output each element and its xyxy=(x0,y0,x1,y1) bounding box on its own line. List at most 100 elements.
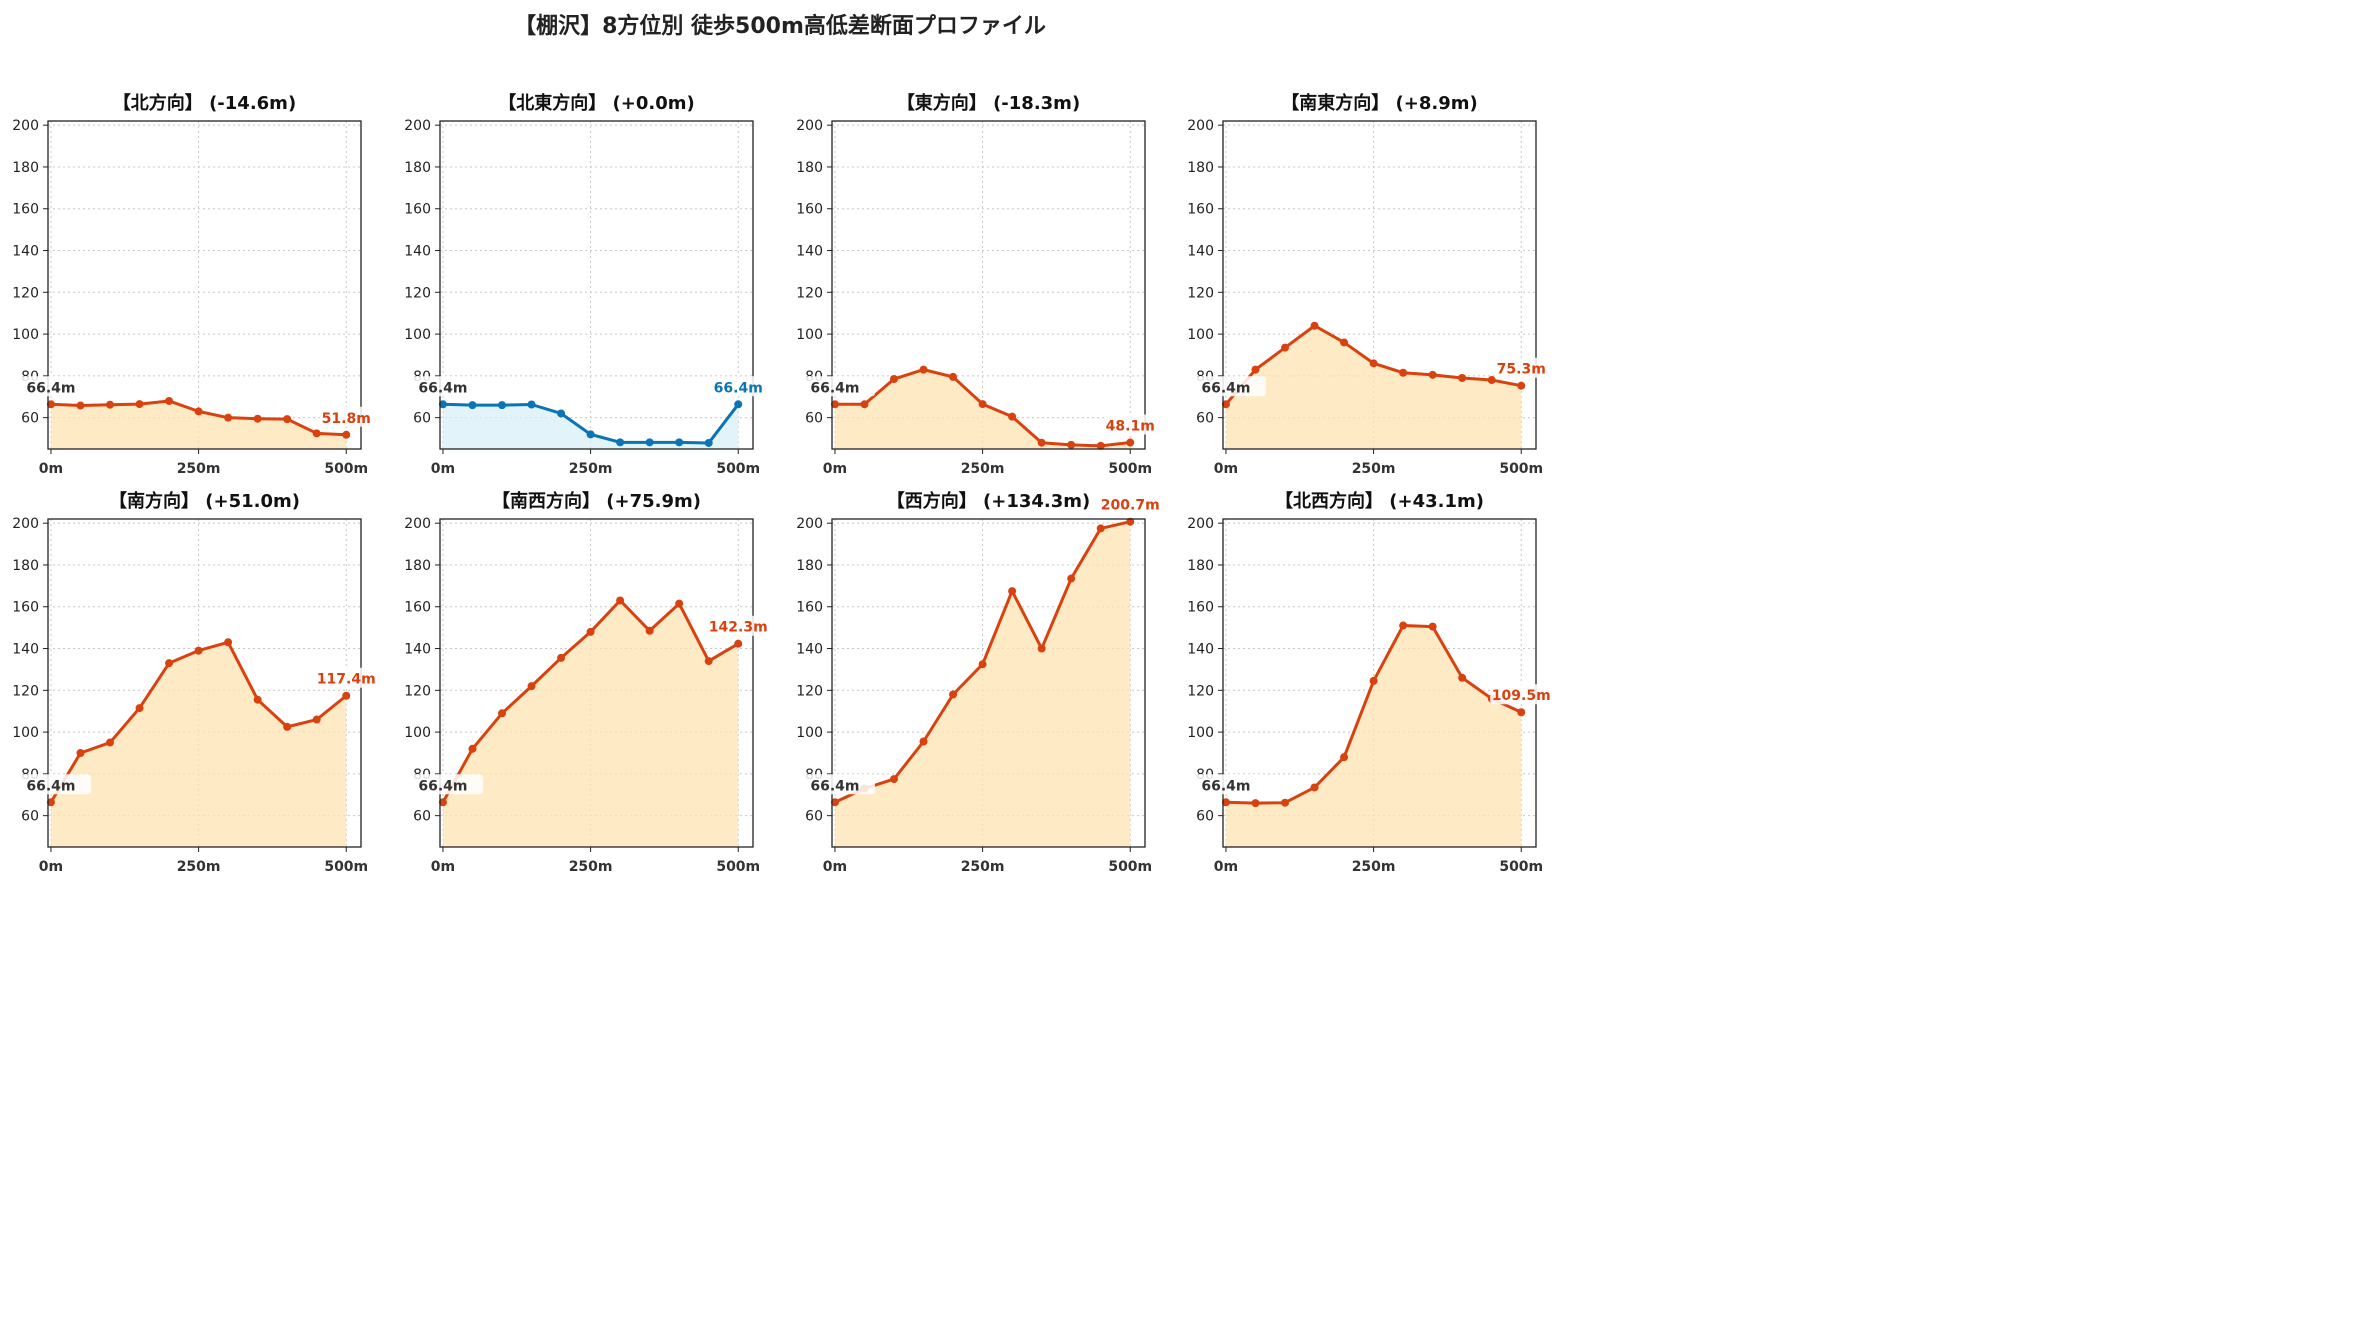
data-point xyxy=(1281,798,1290,807)
x-tick-label: 250m xyxy=(177,859,221,875)
y-tick-label: 140 xyxy=(1187,244,1214,260)
data-point xyxy=(1399,368,1408,377)
x-tick-label: 250m xyxy=(1352,859,1396,875)
end-label-bg xyxy=(1490,684,1553,705)
x-tick-label: 250m xyxy=(569,859,613,875)
x-tick-label: 0m xyxy=(823,461,847,477)
end-label-bg xyxy=(1103,414,1157,435)
end-label: 51.8m xyxy=(322,411,371,427)
y-tick-label: 120 xyxy=(1187,285,1214,301)
data-point xyxy=(1369,359,1378,368)
panel-2: 60801001201401601802000m250m500m【北東方向】 (… xyxy=(402,92,765,477)
data-point xyxy=(675,599,684,608)
data-point xyxy=(949,690,958,699)
data-point xyxy=(616,596,625,605)
data-point xyxy=(1037,438,1046,447)
y-tick-label: 200 xyxy=(796,118,823,134)
data-point xyxy=(830,798,839,807)
start-label-bg xyxy=(10,376,91,397)
y-tick-label: 200 xyxy=(404,118,431,134)
y-tick-label: 100 xyxy=(1187,725,1214,741)
y-tick-label: 180 xyxy=(796,558,823,574)
start-label-bg xyxy=(794,376,875,397)
y-tick-label: 100 xyxy=(12,327,39,343)
data-point xyxy=(224,413,233,422)
data-point xyxy=(46,798,55,807)
data-point xyxy=(586,627,595,636)
data-point xyxy=(1487,376,1496,385)
figure-title: 【棚沢】8方位別 徒歩500m高低差断面プロファイル xyxy=(514,14,1046,39)
y-tick-label: 140 xyxy=(404,642,431,658)
area-fill xyxy=(834,521,1131,847)
panel-6: 60801001201401601802000m250m500m【南西方向】 (… xyxy=(402,490,770,875)
data-point xyxy=(1008,587,1017,596)
end-label: 48.1m xyxy=(1106,419,1155,435)
y-tick-label: 100 xyxy=(404,725,431,741)
y-tick-label: 100 xyxy=(1187,327,1214,343)
start-label-bg xyxy=(1185,774,1266,795)
data-point xyxy=(645,626,654,635)
data-point xyxy=(498,401,507,410)
x-tick-label: 500m xyxy=(324,859,368,875)
y-tick-label: 60 xyxy=(413,411,431,427)
y-tick-label: 200 xyxy=(1187,516,1214,532)
y-tick-label: 160 xyxy=(404,600,431,616)
start-label-bg xyxy=(402,376,483,397)
plot-frame xyxy=(439,120,754,450)
y-tick-label: 160 xyxy=(796,600,823,616)
data-point xyxy=(1221,400,1230,409)
end-label-bg xyxy=(707,615,770,636)
end-label-bg xyxy=(711,376,765,397)
panel-7: 60801001201401601802000m250m500m【西方向】 (+… xyxy=(794,490,1162,875)
panel-title: 【北西方向】 (+43.1m) xyxy=(1275,490,1484,512)
data-point xyxy=(1251,799,1260,808)
panel-8: 60801001201401601802000m250m500m【北西方向】 (… xyxy=(1185,490,1553,875)
data-point xyxy=(1428,370,1437,379)
data-point xyxy=(949,372,958,381)
y-tick-label: 60 xyxy=(1196,809,1214,825)
y-tick-label: 180 xyxy=(404,160,431,176)
area-fill xyxy=(50,400,347,449)
panel-title: 【西方向】 (+134.3m) xyxy=(887,490,1091,512)
end-label: 75.3m xyxy=(1497,362,1546,378)
data-point xyxy=(342,430,351,439)
y-tick-label: 100 xyxy=(796,725,823,741)
start-label: 66.4m xyxy=(418,778,467,794)
panel-5: 60801001201401601802000m250m500m【南方向】 (+… xyxy=(10,490,378,875)
x-tick-label: 500m xyxy=(1499,859,1543,875)
panel-title: 【北方向】 (-14.6m) xyxy=(113,92,296,114)
x-tick-label: 250m xyxy=(1352,461,1396,477)
end-label-bg xyxy=(319,406,373,427)
data-point xyxy=(312,429,321,438)
data-point xyxy=(106,400,115,409)
data-point xyxy=(468,401,477,410)
y-tick-label: 140 xyxy=(796,244,823,260)
data-point xyxy=(135,400,144,409)
data-point xyxy=(830,400,839,409)
data-point xyxy=(1067,440,1076,449)
data-point xyxy=(1008,412,1017,421)
end-label-bg xyxy=(1494,357,1548,378)
data-point xyxy=(135,704,144,713)
area-fill xyxy=(442,404,739,449)
data-point xyxy=(76,748,85,757)
data-point xyxy=(1458,373,1467,382)
end-label: 142.3m xyxy=(709,620,768,636)
x-tick-label: 500m xyxy=(716,461,760,477)
data-point xyxy=(919,737,928,746)
y-tick-label: 60 xyxy=(413,809,431,825)
panel-title: 【南東方向】 (+8.9m) xyxy=(1281,92,1477,114)
data-point xyxy=(1251,365,1260,374)
data-point xyxy=(978,400,987,409)
data-point xyxy=(76,401,85,410)
y-tick-label: 100 xyxy=(12,725,39,741)
data-point xyxy=(1458,673,1467,682)
start-label: 66.4m xyxy=(26,380,75,396)
data-point xyxy=(1310,321,1319,330)
data-point xyxy=(253,414,262,423)
y-tick-label: 60 xyxy=(21,411,39,427)
y-tick-label: 200 xyxy=(12,118,39,134)
data-point xyxy=(586,430,595,439)
data-point xyxy=(46,400,55,409)
data-point xyxy=(557,653,566,662)
